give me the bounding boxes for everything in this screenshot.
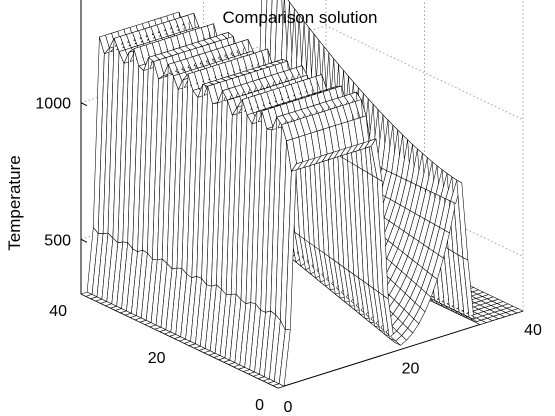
surface-mesh <box>80 0 524 389</box>
y-tick-label: 40 <box>49 303 67 320</box>
z-tick-mark <box>80 238 88 243</box>
x-tick-label: 0 <box>284 399 293 416</box>
chart-title: Comparison solution <box>223 8 378 27</box>
z-axis-label: Temperature <box>5 155 24 250</box>
z-tick-mark <box>80 102 88 107</box>
grid-z-1 <box>80 25 524 121</box>
tick-labels: 500100015000204002040 <box>35 96 542 416</box>
x-tick-label: 40 <box>524 322 542 339</box>
x-tick-label: 20 <box>402 361 420 378</box>
surface-cell <box>511 308 524 314</box>
z-tick-label: 500 <box>44 232 71 249</box>
z-tick-label: 1000 <box>35 96 71 113</box>
y-tick-label: 0 <box>255 397 264 414</box>
y-tick-label: 20 <box>148 350 166 367</box>
